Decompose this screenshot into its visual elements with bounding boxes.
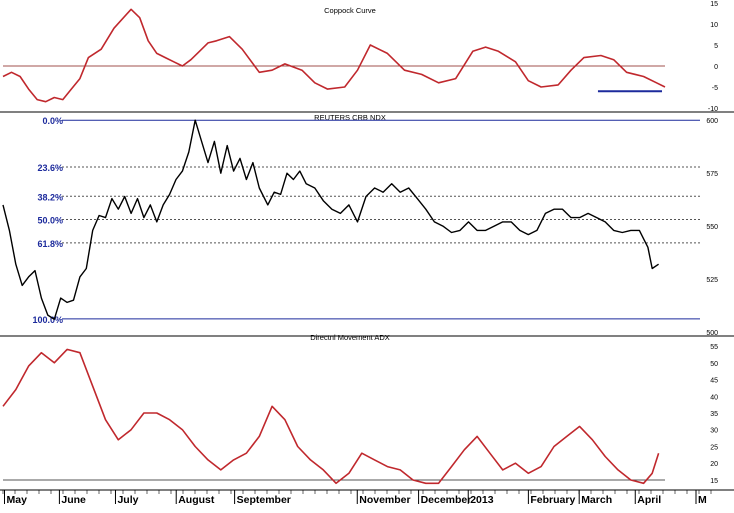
panel-adx-ytick: 45 [710, 378, 718, 385]
fib-label: 61.8% [37, 239, 63, 249]
fib-label: 23.6% [37, 163, 63, 173]
panel-coppock-ytick: 5 [714, 43, 718, 50]
x-axis-label: July [117, 494, 138, 506]
fib-label: 50.0% [37, 216, 63, 226]
panel-coppock-series-line [2, 8, 666, 103]
fib-label: 38.2% [37, 192, 63, 202]
panel-adx-title: Directnl Movement ADX [310, 333, 390, 342]
panel-crb-ytick: 550 [706, 224, 718, 231]
fib-label: 0.0% [42, 116, 63, 126]
panel-adx-ytick: 15 [710, 478, 718, 485]
x-axis-label: 2013 [470, 494, 494, 506]
panel-crb-ytick: 600 [706, 118, 718, 125]
panel-adx-ytick: 35 [710, 411, 718, 418]
panel-coppock-ytick: -10 [708, 106, 718, 113]
panel-coppock-title: Coppock Curve [324, 6, 376, 15]
panel-crb-series-line [2, 119, 659, 320]
x-axis-label: M [698, 494, 707, 506]
panel-coppock-ytick: -5 [712, 85, 718, 92]
panel-crb-title: REUTERS CRB NDX [314, 113, 386, 122]
panel-adx-ytick: 30 [710, 428, 718, 435]
fib-label: 100.0% [32, 315, 63, 325]
panel-adx-ytick: 40 [710, 394, 718, 401]
panel-adx-ytick: 50 [710, 361, 718, 368]
x-axis-label: May [7, 494, 28, 506]
panel-crb-ytick: 575 [706, 171, 718, 178]
panel-crb-ytick: 500 [706, 330, 718, 337]
panel-adx-series-line [2, 348, 660, 485]
panel-crb-ytick: 525 [706, 277, 718, 284]
x-axis-label: November [359, 494, 410, 506]
panel-adx-ytick: 55 [710, 344, 718, 351]
panel-coppock-ytick: 15 [710, 1, 718, 8]
x-axis-label: September [237, 494, 291, 506]
x-axis-label: April [637, 494, 661, 506]
panel-coppock-ytick: 10 [710, 22, 718, 29]
panel-adx-ytick: 20 [710, 461, 718, 468]
x-axis-label: March [581, 494, 612, 506]
panel-adx-ytick: 25 [710, 444, 718, 451]
panel-coppock-ytick: 0 [714, 64, 718, 71]
x-axis-label: February [530, 494, 575, 506]
x-axis-label: August [178, 494, 215, 506]
x-axis-label: June [61, 494, 86, 506]
x-axis-label: December [421, 494, 472, 506]
